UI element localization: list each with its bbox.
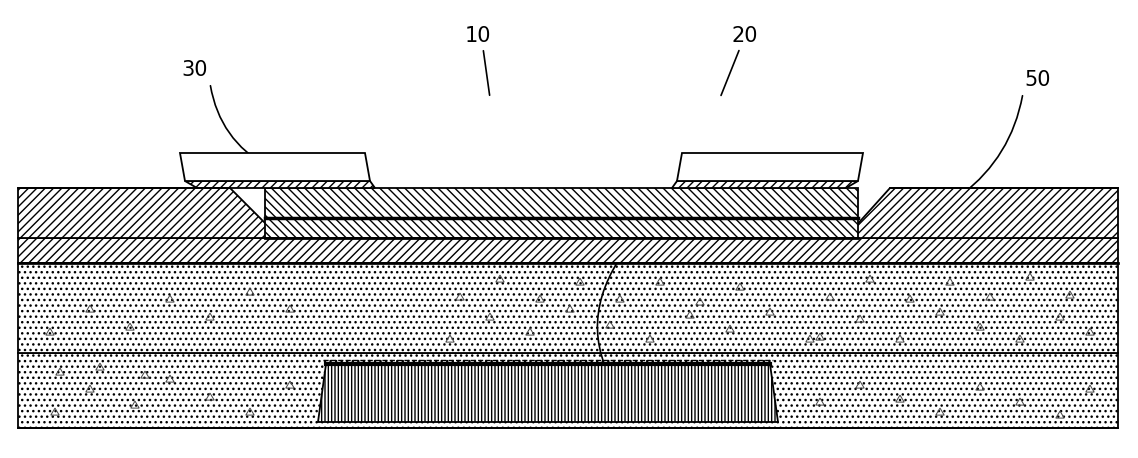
Text: 50: 50: [1024, 70, 1052, 90]
Text: 30: 30: [182, 60, 208, 80]
Text: 20: 20: [732, 26, 758, 46]
Polygon shape: [185, 181, 376, 188]
Polygon shape: [18, 263, 1118, 353]
Polygon shape: [846, 188, 1118, 238]
Text: 10: 10: [464, 26, 492, 46]
Polygon shape: [18, 188, 280, 238]
Polygon shape: [180, 153, 370, 181]
Polygon shape: [18, 238, 1118, 263]
Text: 40: 40: [582, 406, 608, 426]
Polygon shape: [673, 181, 858, 188]
Polygon shape: [318, 364, 778, 422]
Polygon shape: [18, 353, 1118, 428]
Polygon shape: [677, 153, 863, 181]
Polygon shape: [265, 188, 858, 238]
